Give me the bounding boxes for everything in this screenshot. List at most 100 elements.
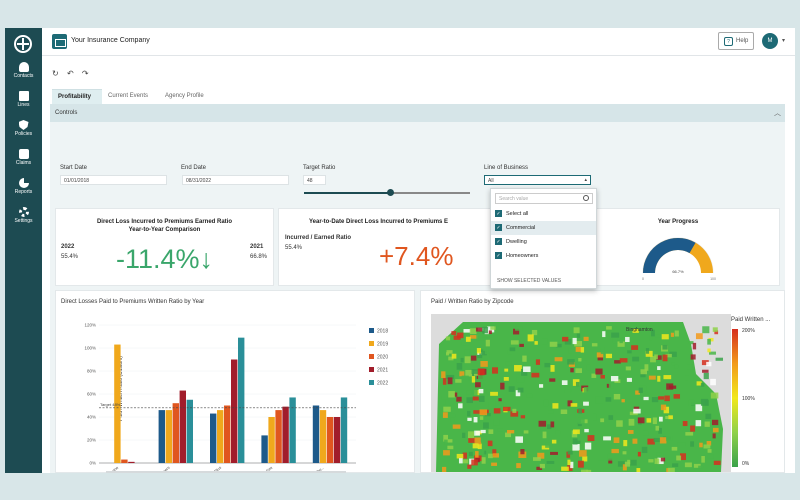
zipcode-area [715,357,724,361]
line-of-business-select[interactable]: All ▴ [484,175,591,185]
zipcode-area [702,369,709,373]
zipcode-area [450,418,455,423]
kpi-change: -11.4%↓ [115,244,214,274]
y-tick-label: 0% [89,461,96,466]
end-date-input[interactable]: 08/31/2022 [182,175,289,185]
zipcode-area [568,348,573,354]
zipcode-area [475,451,479,458]
zipcode-area [562,336,569,342]
fullscreen-icon[interactable] [711,467,721,473]
zipcode-area [638,387,643,394]
zipcode-area [653,437,661,443]
zipcode-area [480,429,486,434]
zipcode-area [532,457,541,461]
zipcode-area [484,413,491,417]
zipcode-map[interactable]: Binghamton [431,314,731,472]
zipcode-area [546,460,555,464]
controls-header[interactable]: Controls ︿ [50,104,785,122]
zipcode-area [561,466,569,471]
zipcode-area [705,413,712,419]
chevron-up-icon[interactable]: ︿ [774,110,781,117]
zipcode-area [688,341,694,345]
slider-handle[interactable] [386,189,394,196]
refresh-icon[interactable]: ↻ [52,69,59,78]
sidebar-item-contacts[interactable]: Contacts [5,62,42,79]
target-ratio-label: Target Ratio [303,165,336,171]
dropdown-option[interactable]: ✓ Homeowners [491,249,596,263]
zipcode-area [566,451,571,458]
zipcode-area [714,330,719,335]
zipcode-area [635,390,640,395]
sidebar-item-settings[interactable]: Settings [5,207,42,224]
zipcode-area [442,377,447,385]
zipcode-area [578,417,585,425]
zipcode-area [447,377,453,385]
book-icon [18,91,29,101]
zipcode-area [526,393,533,398]
target-ratio-slider[interactable] [304,189,470,196]
zipcode-area [479,409,488,416]
sidebar-item-lines[interactable]: Lines [5,91,42,108]
zipcode-area [624,461,631,467]
bar [238,337,245,463]
target-ratio-input[interactable]: 48 [303,175,326,185]
tab-current-events[interactable]: Current Events [108,93,149,99]
zipcode-area [513,328,520,335]
search-icon [583,195,589,201]
avatar[interactable]: M [762,33,778,49]
zipcode-area [555,343,562,348]
zipcode-area [478,388,484,394]
chevron-down-icon[interactable]: ▾ [782,38,786,44]
zipcode-area [466,390,472,395]
zipcode-area [515,326,523,331]
zipcode-area [448,391,455,398]
tab-profitability[interactable]: Profitability [52,89,102,104]
zipcode-area [536,466,543,470]
tab-agency-profile[interactable]: Agency Profile [165,93,204,99]
zipcode-area [552,403,559,409]
zipcode-area [515,436,523,443]
dropdown-search-input[interactable]: Search value [495,193,593,204]
line-of-business-dropdown: Search value ✓ Select all ✓ Commercial ✓ Dw… [490,188,597,289]
zipcode-area [564,389,572,393]
sidebar-item-policies[interactable]: Policies [5,120,42,137]
zipcode-area [490,391,498,396]
zipcode-area [477,443,482,450]
help-button[interactable]: ? Help [718,32,754,50]
show-selected-values-button[interactable]: SHOW SELECTED VALUES [497,278,562,284]
zipcode-area [534,341,538,345]
zipcode-area [702,326,710,334]
dropdown-option[interactable]: ✓ Select all [491,207,596,221]
redo-icon[interactable]: ↷ [81,69,89,78]
horizontal-scrollbar[interactable] [106,471,346,473]
zipcode-area [520,415,526,419]
zipcode-area [547,424,552,430]
zipcode-area [503,406,511,412]
zipcode-area [656,355,662,360]
zipcode-area [582,456,588,462]
zipcode-area [510,340,519,345]
zipcode-area [474,437,482,445]
sidebar-item-reports[interactable]: Reports [5,178,42,195]
zipcode-area [509,347,516,352]
line-of-business-label: Line of Business [484,165,529,171]
zipcode-area [706,441,712,446]
zipcode-area [646,418,652,423]
zipcode-area [505,361,512,366]
pie-icon [18,178,29,188]
legend-label: 2018 [377,329,388,335]
dropdown-option[interactable]: ✓ Commercial [491,221,596,235]
zipcode-area [485,339,490,347]
zipcode-area [612,338,618,344]
undo-icon[interactable]: ↶ [66,69,74,78]
zipcode-area [476,348,481,354]
zipcode-area [465,336,471,342]
bar [217,410,224,463]
dropdown-option[interactable]: ✓ Dwelling [491,235,596,249]
zipcode-area [632,438,638,444]
logo-icon[interactable] [14,35,32,53]
zipcode-area [492,367,499,374]
zipcode-area [688,399,695,406]
sidebar-item-claims[interactable]: Claims [5,149,42,166]
start-date-input[interactable]: 01/01/2018 [60,175,167,185]
